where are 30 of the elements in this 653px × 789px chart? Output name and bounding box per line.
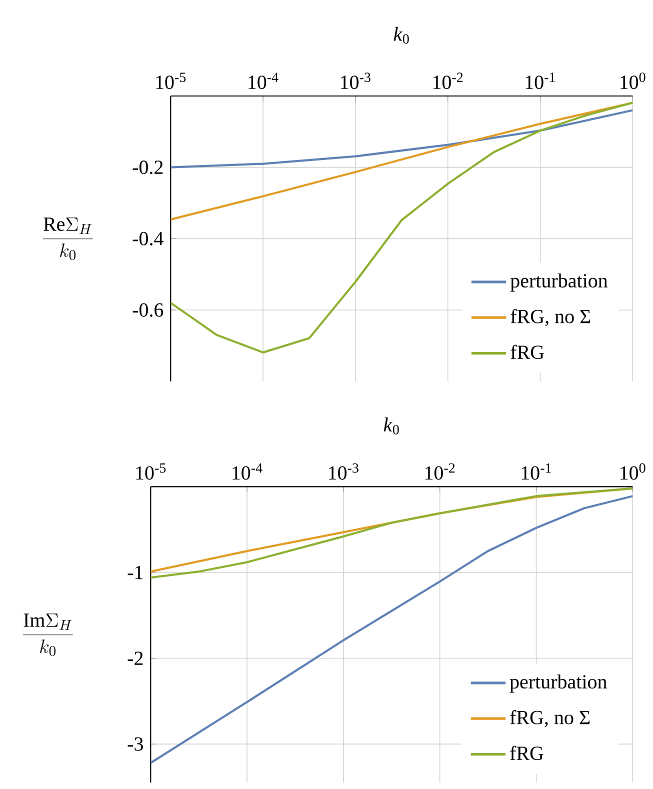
- y-tick-label: -2: [128, 652, 143, 665]
- x-tick-label: 10$^{-5}$: [136, 463, 166, 480]
- y-tick-label: -0.6: [132, 303, 164, 317]
- y-tick-label: -0.4: [132, 232, 164, 246]
- x-tick-label: 10$^{-3}$: [340, 72, 370, 90]
- legend-label: fRG: [510, 344, 544, 360]
- x-tick-label: 10$^{0}$: [620, 72, 646, 90]
- y-tick-label: -0.2: [132, 160, 163, 174]
- legend-label: perturbation: [510, 674, 607, 693]
- legend-label: perturbation: [510, 273, 608, 292]
- x-tick-label: 10$^{-1}$: [526, 72, 555, 90]
- y-tick-label: -1: [128, 566, 142, 580]
- legend-label: fRG, no Σ: [510, 710, 590, 728]
- x-tick-label: 10$^{-1}$: [522, 463, 551, 480]
- x-tick-label: 10$^{-2}$: [425, 463, 455, 480]
- y-axis-title: $\frac{\mathrm{Re}\Sigma_H}{k_0}$: [42, 218, 93, 260]
- line-series: [170, 102, 633, 220]
- x-tick-label: 10$^{-5}$: [156, 72, 186, 90]
- x-tick-label: 10$^{-4}$: [248, 72, 278, 90]
- legend-label: fRG, no Σ: [510, 309, 590, 326]
- line-series: [170, 109, 633, 168]
- x-tick-label: 10$^{-2}$: [433, 72, 463, 90]
- x-tick-label: 10$^{-4}$: [232, 463, 262, 480]
- x-axis-title: k$_{0}$: [384, 418, 399, 434]
- legend-label: fRG: [510, 746, 544, 760]
- y-axis-title: $\frac{\mathrm{Im}\Sigma_H}{k_0}$: [22, 614, 73, 656]
- x-tick-label: 10$^{0}$: [620, 463, 646, 480]
- x-tick-label: 10$^{-3}$: [328, 463, 358, 480]
- y-tick-label: -3: [128, 737, 143, 751]
- x-axis-title: k$_{0}$: [394, 26, 409, 44]
